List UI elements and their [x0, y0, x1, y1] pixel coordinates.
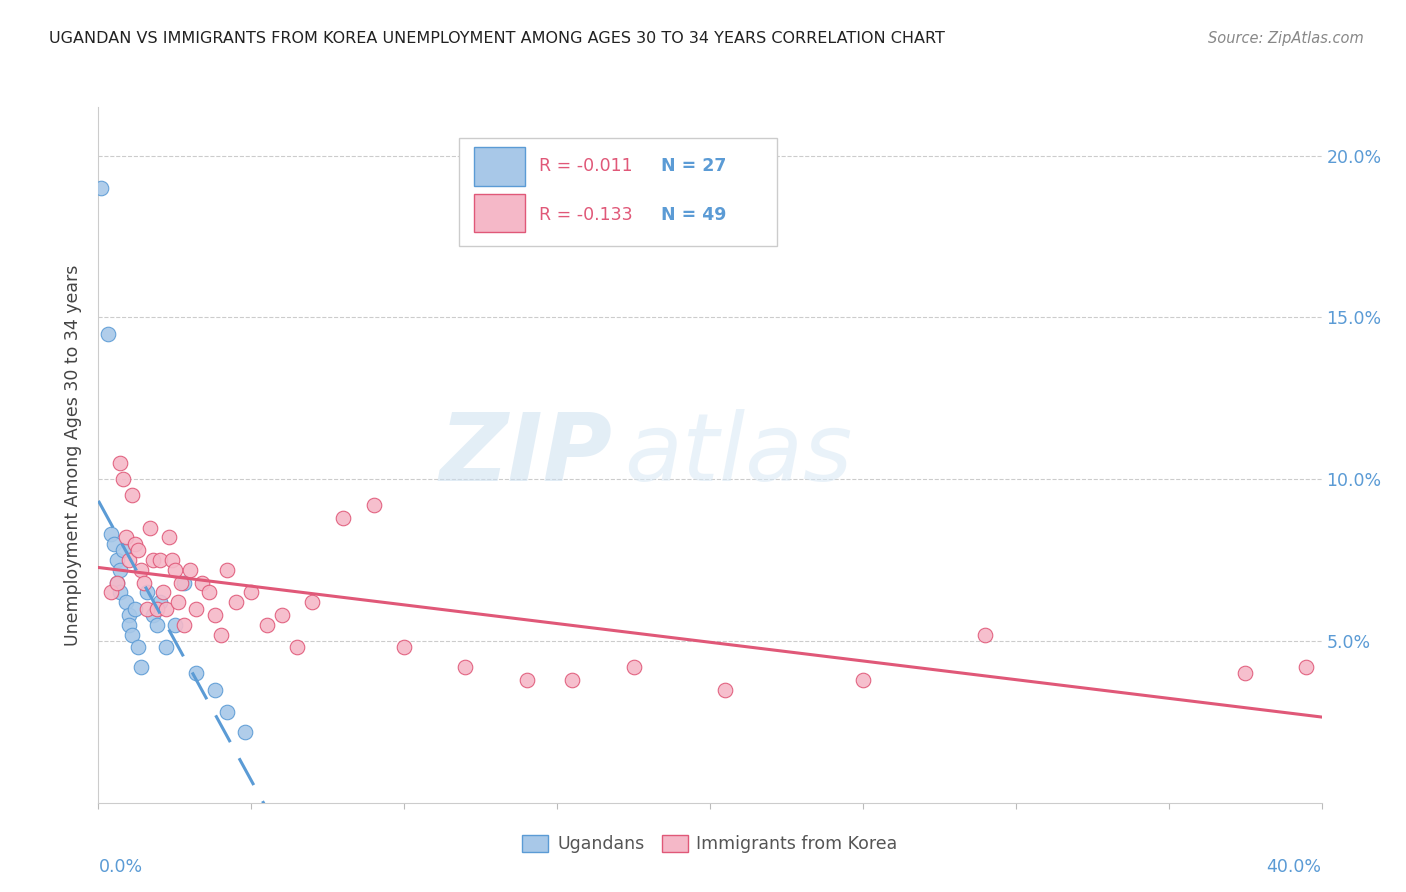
Point: [852, 673, 875, 687]
Point: [97, 326, 120, 341]
Point: [142, 553, 165, 567]
Point: [392, 640, 416, 655]
Point: [332, 511, 354, 525]
Point: [186, 666, 208, 681]
Point: [129, 563, 152, 577]
Text: N = 27: N = 27: [661, 157, 727, 175]
Point: [155, 640, 177, 655]
Point: [105, 575, 128, 590]
Point: [105, 553, 128, 567]
Point: [134, 575, 156, 590]
Point: [225, 595, 247, 609]
Point: [118, 608, 141, 623]
Legend: Ugandans, Immigrants from Korea: Ugandans, Immigrants from Korea: [516, 828, 904, 860]
Text: atlas: atlas: [624, 409, 852, 500]
Point: [145, 601, 167, 615]
Point: [163, 617, 186, 632]
Point: [623, 660, 645, 674]
Point: [124, 601, 146, 615]
Point: [124, 537, 146, 551]
FancyBboxPatch shape: [474, 194, 526, 232]
Point: [152, 585, 174, 599]
Point: [136, 601, 159, 615]
Point: [215, 705, 238, 719]
Point: [561, 673, 583, 687]
Point: [173, 617, 195, 632]
Point: [197, 585, 219, 599]
Point: [160, 553, 183, 567]
Point: [108, 563, 131, 577]
Point: [714, 682, 737, 697]
Point: [191, 575, 214, 590]
Point: [118, 617, 141, 632]
Point: [454, 660, 477, 674]
Point: [103, 537, 125, 551]
Point: [111, 543, 134, 558]
Point: [142, 608, 165, 623]
Point: [204, 682, 226, 697]
Point: [115, 595, 138, 609]
Text: R = -0.011: R = -0.011: [538, 157, 633, 175]
Point: [127, 640, 149, 655]
Point: [129, 660, 152, 674]
Point: [233, 724, 256, 739]
Text: ZIP: ZIP: [439, 409, 612, 501]
Point: [145, 617, 167, 632]
Point: [118, 553, 141, 567]
Point: [1234, 666, 1257, 681]
Text: 40.0%: 40.0%: [1267, 858, 1322, 876]
Text: UGANDAN VS IMMIGRANTS FROM KOREA UNEMPLOYMENT AMONG AGES 30 TO 34 YEARS CORRELAT: UGANDAN VS IMMIGRANTS FROM KOREA UNEMPLO…: [49, 31, 945, 46]
Point: [149, 553, 172, 567]
Point: [173, 575, 195, 590]
Point: [149, 595, 172, 609]
Point: [170, 575, 193, 590]
Point: [100, 585, 122, 599]
Point: [108, 585, 131, 599]
Point: [179, 563, 201, 577]
Point: [974, 627, 997, 641]
Text: R = -0.133: R = -0.133: [538, 206, 633, 224]
Point: [100, 527, 122, 541]
Point: [215, 563, 238, 577]
Point: [115, 531, 138, 545]
Point: [105, 575, 128, 590]
Text: N = 49: N = 49: [661, 206, 727, 224]
Point: [186, 601, 208, 615]
Point: [301, 595, 323, 609]
Point: [270, 608, 292, 623]
Point: [108, 456, 131, 470]
Point: [139, 521, 162, 535]
Text: 0.0%: 0.0%: [98, 858, 142, 876]
Point: [157, 531, 180, 545]
Point: [155, 601, 177, 615]
Point: [127, 543, 149, 558]
FancyBboxPatch shape: [460, 138, 778, 246]
Y-axis label: Unemployment Among Ages 30 to 34 years: Unemployment Among Ages 30 to 34 years: [65, 264, 83, 646]
Point: [163, 563, 186, 577]
Point: [111, 472, 134, 486]
Point: [90, 181, 112, 195]
Point: [167, 595, 190, 609]
Point: [256, 617, 278, 632]
Point: [136, 585, 159, 599]
Point: [1295, 660, 1317, 674]
Point: [363, 498, 385, 512]
Point: [121, 627, 143, 641]
Point: [240, 585, 263, 599]
Text: Source: ZipAtlas.com: Source: ZipAtlas.com: [1208, 31, 1364, 46]
Point: [204, 608, 226, 623]
Point: [516, 673, 538, 687]
Point: [209, 627, 232, 641]
Point: [121, 488, 143, 502]
FancyBboxPatch shape: [474, 147, 526, 186]
Point: [285, 640, 308, 655]
